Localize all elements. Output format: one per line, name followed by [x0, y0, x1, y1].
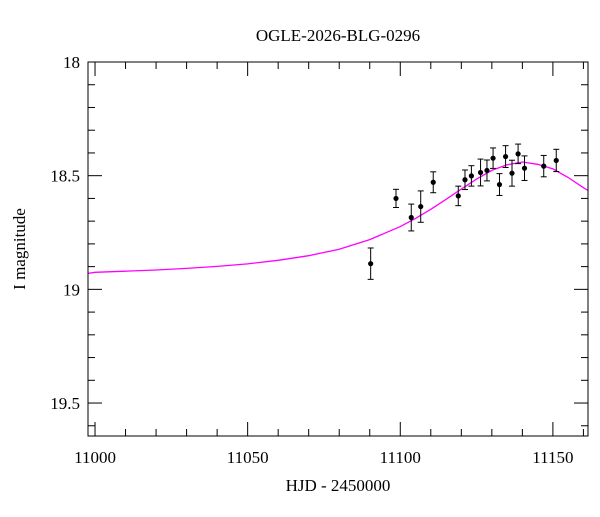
point-marker: [502, 153, 509, 160]
point-marker: [455, 193, 461, 199]
point-marker: [496, 181, 503, 188]
point-marker: [490, 155, 496, 161]
data-point: [461, 169, 468, 191]
data-point: [392, 188, 399, 209]
data-point: [490, 147, 497, 169]
data-point: [455, 185, 462, 207]
y-tick-label: 18.5: [50, 167, 80, 186]
point-marker: [553, 157, 559, 164]
point-marker: [477, 169, 484, 176]
point-marker: [368, 261, 374, 267]
y-axis-label: I magnitude: [10, 208, 29, 290]
data-point: [553, 148, 560, 173]
data-point: [430, 171, 437, 194]
chart-title: OGLE-2026-BLG-0296: [256, 26, 420, 45]
data-point: [417, 190, 424, 223]
data-point: [483, 159, 490, 182]
x-axis-label: HJD - 2450000: [286, 476, 391, 495]
data-point: [408, 203, 415, 232]
point-marker: [468, 173, 474, 179]
plot-frame: [87, 61, 589, 437]
data-point: [515, 143, 522, 165]
point-marker: [521, 165, 528, 171]
data-point: [502, 145, 509, 168]
x-tick-label: 11150: [532, 448, 573, 467]
data-point: [496, 173, 503, 196]
x-tick-label: 11100: [380, 448, 421, 467]
data-point: [540, 154, 547, 178]
y-tick-label: 18: [63, 53, 80, 72]
model-curve-layer: [87, 161, 589, 275]
data-point: [521, 155, 528, 181]
point-marker: [484, 167, 490, 174]
data-point: [468, 165, 475, 187]
x-tick-label: 11000: [74, 448, 116, 467]
point-marker: [541, 163, 547, 169]
model-curve: [87, 161, 589, 275]
y-tick-label: 19: [63, 280, 80, 299]
point-marker: [430, 179, 436, 185]
point-marker: [509, 170, 515, 176]
data-point: [367, 247, 374, 280]
data-points-layer: [367, 143, 560, 280]
y-tick-label: 19.5: [50, 394, 80, 413]
point-marker: [515, 151, 521, 157]
x-tick-label: 11050: [227, 448, 269, 467]
axes: 11000 11050 11100 11150 18 18.5 19 19.5: [50, 53, 589, 467]
point-marker: [408, 214, 414, 221]
data-point: [477, 158, 484, 187]
point-marker: [418, 203, 424, 210]
point-marker: [393, 195, 399, 202]
point-marker: [462, 177, 468, 183]
data-point: [508, 159, 515, 187]
